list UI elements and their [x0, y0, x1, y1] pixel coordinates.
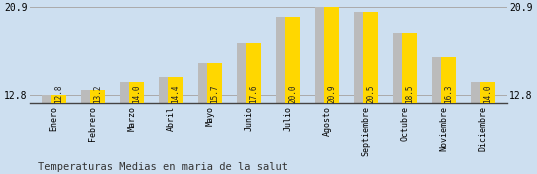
Text: 13.2: 13.2 [93, 84, 102, 103]
Text: 15.7: 15.7 [210, 84, 219, 103]
Bar [168, 77, 183, 103]
Text: 18.5: 18.5 [405, 84, 414, 103]
Text: Temperaturas Medias en maria de la salut: Temperaturas Medias en maria de la salut [38, 162, 288, 172]
Bar [432, 57, 447, 103]
Bar [471, 82, 486, 103]
Bar [481, 82, 495, 103]
Text: 20.0: 20.0 [288, 84, 297, 103]
Text: 17.6: 17.6 [249, 84, 258, 103]
Bar [364, 12, 378, 103]
Bar [42, 94, 56, 103]
Bar [285, 17, 300, 103]
Bar [393, 33, 408, 103]
Text: 20.9: 20.9 [327, 84, 336, 103]
Bar [207, 63, 222, 103]
Text: 14.4: 14.4 [171, 84, 180, 103]
Bar [237, 43, 252, 103]
Bar [441, 57, 456, 103]
Bar [51, 94, 66, 103]
Bar [324, 7, 339, 103]
Bar [90, 90, 105, 103]
Bar [159, 77, 173, 103]
Text: 16.3: 16.3 [444, 84, 453, 103]
Text: 12.8: 12.8 [54, 84, 63, 103]
Text: 14.0: 14.0 [132, 84, 141, 103]
Text: 20.5: 20.5 [366, 84, 375, 103]
Bar [81, 90, 96, 103]
Bar [120, 82, 135, 103]
Bar [354, 12, 369, 103]
Bar [246, 43, 261, 103]
Bar [402, 33, 417, 103]
Bar [198, 63, 213, 103]
Text: 14.0: 14.0 [483, 84, 492, 103]
Bar [129, 82, 144, 103]
Bar [315, 7, 330, 103]
Bar [276, 17, 291, 103]
